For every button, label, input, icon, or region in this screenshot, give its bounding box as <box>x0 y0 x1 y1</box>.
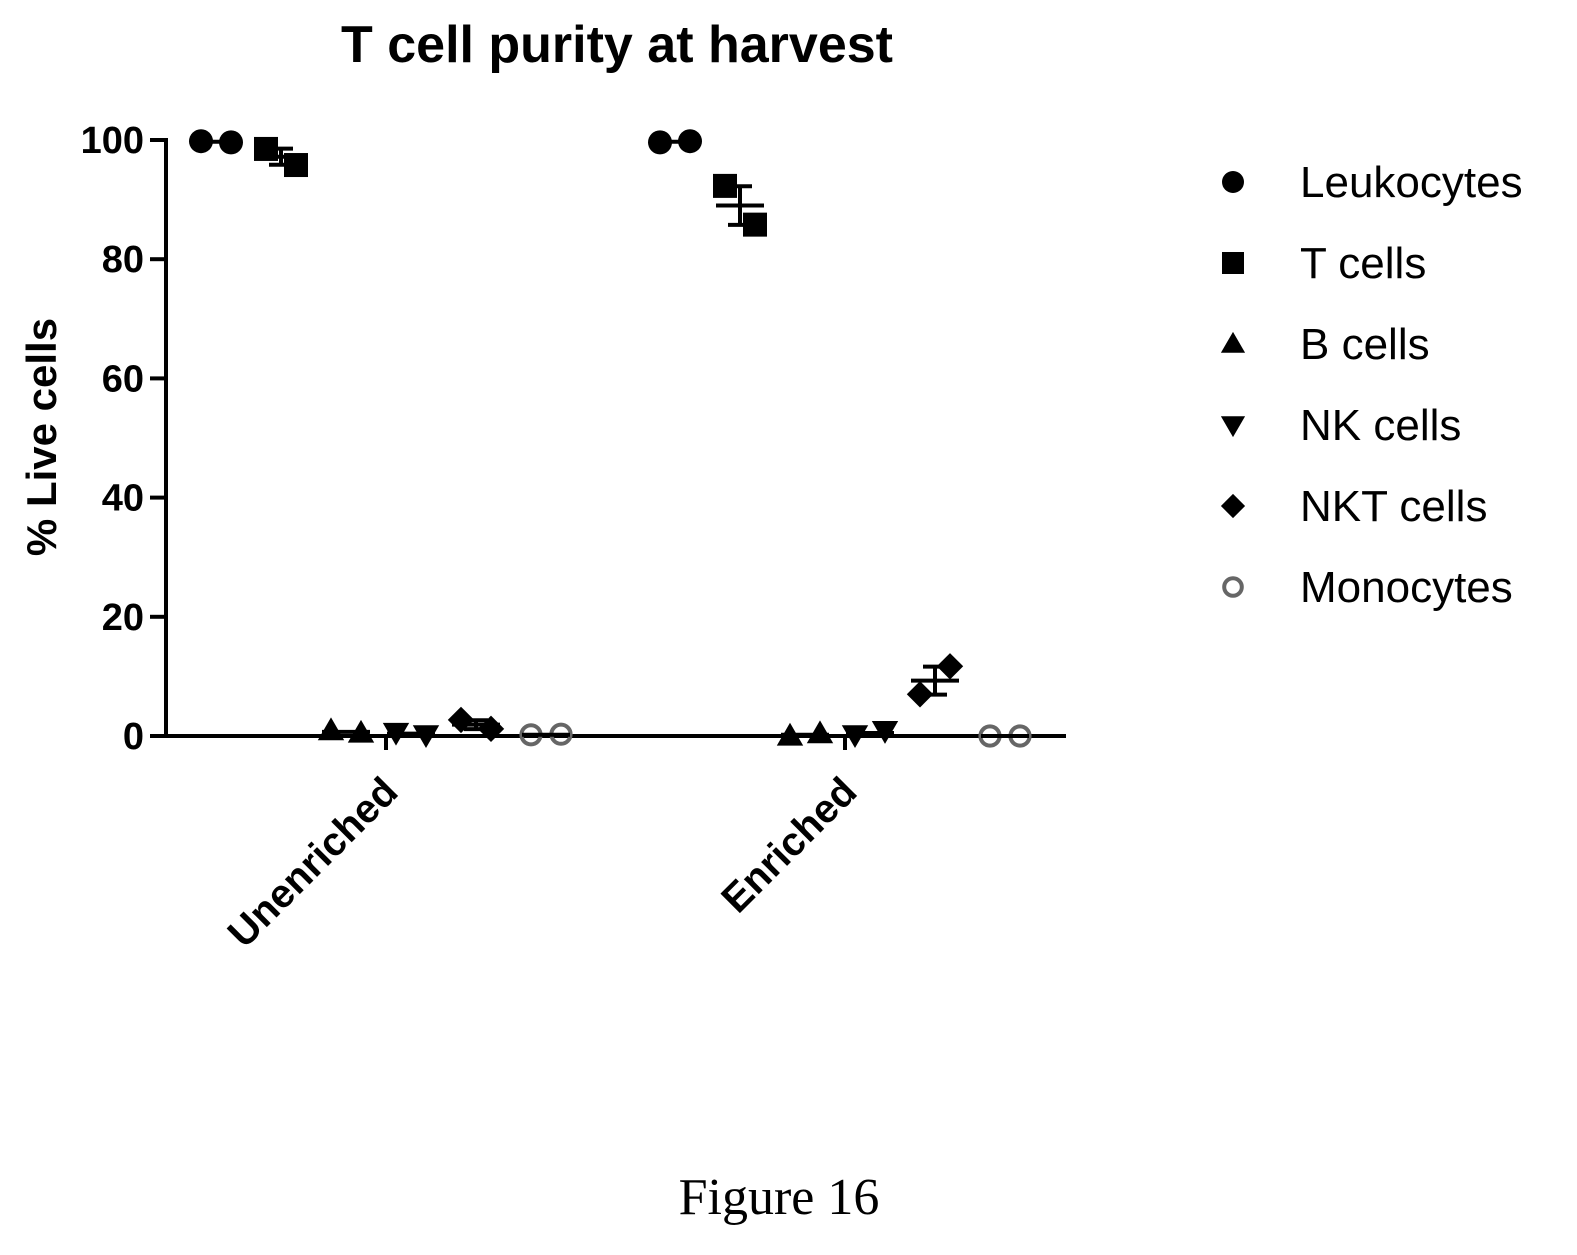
y-tick-label: 80 <box>102 239 144 281</box>
legend-label-monocytes: Monocytes <box>1300 563 1513 612</box>
category-label: Enriched <box>713 769 865 921</box>
legend-marker-monocytes <box>1222 576 1244 598</box>
legend-label-t-cells: T cells <box>1300 239 1426 288</box>
legend-label-b-cells: B cells <box>1300 320 1430 369</box>
nkt-cells-point <box>477 715 505 743</box>
legend-label-nkt-cells: NKT cells <box>1300 482 1487 531</box>
legend-marker-nk-cells <box>1220 416 1246 438</box>
y-axis-label: % Live cells <box>18 318 65 556</box>
data-points <box>189 129 1032 749</box>
legend-label-nk-cells: NK cells <box>1300 401 1461 450</box>
legend-label-leukocytes: Leukocytes <box>1300 158 1523 207</box>
nkt-cells-point <box>906 681 934 708</box>
y-tick-label: 40 <box>102 478 144 520</box>
b-cells-point <box>806 720 834 744</box>
nk-cells-point <box>412 725 440 749</box>
legend-marker-leukocytes <box>1222 171 1244 193</box>
legend-marker-b-cells <box>1220 331 1246 353</box>
b-cells-point <box>317 717 345 741</box>
figure-caption: Figure 16 <box>679 1169 880 1226</box>
y-tick-label: 100 <box>81 120 144 162</box>
category-label: Unenriched <box>220 769 407 956</box>
axes: 0 20 40 60 80 100 Unenriched Enriched <box>81 120 1066 956</box>
nk-cells-point <box>841 725 869 749</box>
chart-title: T cell purity at harvest <box>341 16 893 74</box>
y-tick-label: 0 <box>123 716 144 758</box>
legend: Leukocytes T cells B cells NK cells NKT cell… <box>1220 158 1523 612</box>
y-tick-label: 60 <box>102 358 144 400</box>
legend-marker-t-cells <box>1222 252 1244 274</box>
nkt-cells-point <box>936 653 964 680</box>
legend-marker-nkt-cells <box>1220 493 1246 519</box>
y-tick-label: 20 <box>102 597 144 639</box>
